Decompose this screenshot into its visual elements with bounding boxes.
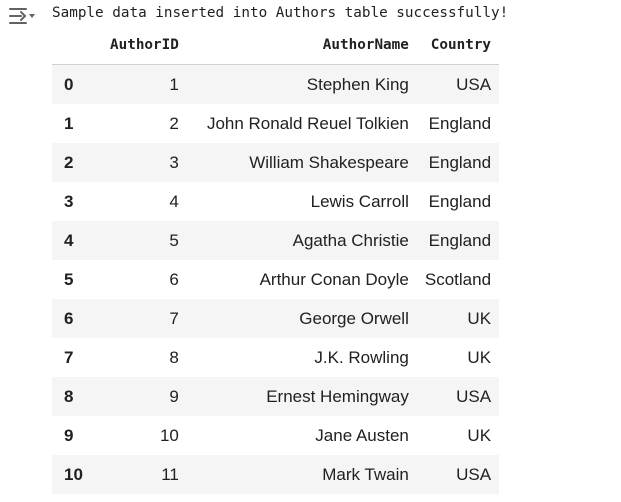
cell-authorid: 1 xyxy=(169,74,179,94)
table-row: 10 11 Mark Twain USA xyxy=(52,455,500,494)
cell-authorname: George Orwell xyxy=(299,308,409,328)
cell-authorid: 2 xyxy=(169,113,179,133)
table-row: 8 9 Ernest Hemingway USA xyxy=(52,377,500,416)
table-row: 4 5 Agatha Christie England xyxy=(52,221,500,260)
cell-authorid: 10 xyxy=(159,425,179,445)
cell-country: England xyxy=(428,191,492,211)
row-index: 10 xyxy=(64,464,83,484)
cell-country: USA xyxy=(456,386,492,406)
table-row: 2 3 William Shakespeare England xyxy=(52,143,500,182)
cell-authorname: Agatha Christie xyxy=(292,230,409,250)
row-index: 8 xyxy=(64,386,74,406)
cell-authorid: 7 xyxy=(169,308,179,328)
column-header: Country xyxy=(416,26,500,65)
cell-country: UK xyxy=(467,308,492,328)
cell-country: USA xyxy=(456,464,492,484)
cell-authorid: 8 xyxy=(169,347,179,367)
table-header-row: AuthorID AuthorName Country xyxy=(52,26,500,65)
table-row: 1 2 John Ronald Reuel Tolkien England xyxy=(52,104,500,143)
dataframe-table: AuthorID AuthorName Country 0 1 Stephen Ki… xyxy=(52,26,500,494)
cell-authorname: Stephen King xyxy=(306,74,409,94)
row-index: 4 xyxy=(64,230,74,250)
row-index: 2 xyxy=(64,152,74,172)
row-index: 1 xyxy=(64,113,74,133)
cell-authorname: J.K. Rowling xyxy=(314,347,409,367)
cell-authorname: Jane Austen xyxy=(315,425,409,445)
row-index: 3 xyxy=(64,191,74,211)
table-row: 6 7 George Orwell UK xyxy=(52,299,500,338)
cell-authorid: 4 xyxy=(169,191,179,211)
cell-authorid: 6 xyxy=(169,269,179,289)
column-header: AuthorName xyxy=(186,26,417,65)
cell-authorname: Arthur Conan Doyle xyxy=(259,269,409,289)
output-collapse-icon[interactable] xyxy=(8,6,38,26)
row-index: 7 xyxy=(64,347,74,367)
cell-country: USA xyxy=(456,74,492,94)
row-index: 6 xyxy=(64,308,74,328)
row-index: 9 xyxy=(64,425,74,445)
stdout-message: Sample data inserted into Authors table … xyxy=(52,5,509,21)
cell-country: England xyxy=(428,113,492,133)
table-row: 5 6 Arthur Conan Doyle Scotland xyxy=(52,260,500,299)
row-index: 0 xyxy=(64,74,74,94)
table-row: 3 4 Lewis Carroll England xyxy=(52,182,500,221)
row-index: 5 xyxy=(64,269,74,289)
table-row: 7 8 J.K. Rowling UK xyxy=(52,338,500,377)
cell-country: UK xyxy=(467,347,492,367)
column-header: AuthorID xyxy=(102,26,187,65)
cell-authorid: 9 xyxy=(169,386,179,406)
cell-authorname: Mark Twain xyxy=(322,464,409,484)
cell-authorname: John Ronald Reuel Tolkien xyxy=(206,113,409,133)
cell-country: Scotland xyxy=(424,269,492,289)
index-header xyxy=(52,26,102,65)
cell-authorid: 11 xyxy=(161,464,179,484)
cell-authorid: 3 xyxy=(169,152,179,172)
cell-authorid: 5 xyxy=(169,230,179,250)
cell-country: UK xyxy=(467,425,492,445)
cell-authorname: Lewis Carroll xyxy=(310,191,409,211)
cell-authorname: William Shakespeare xyxy=(249,152,409,172)
cell-country: England xyxy=(428,230,492,250)
table-row: 0 1 Stephen King USA xyxy=(52,64,500,104)
cell-authorname: Ernest Hemingway xyxy=(266,386,409,406)
cell-country: England xyxy=(428,152,492,172)
table-row: 9 10 Jane Austen UK xyxy=(52,416,500,455)
